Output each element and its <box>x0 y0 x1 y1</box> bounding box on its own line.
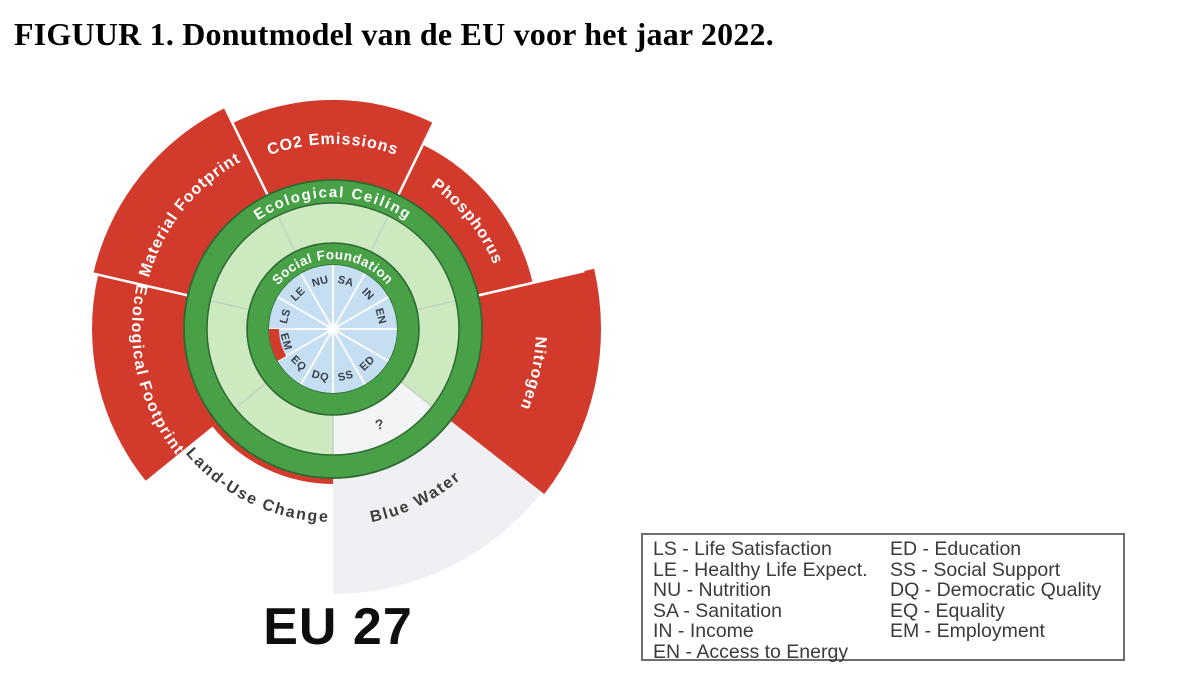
divider-phosphorus-nitrogen <box>475 269 585 298</box>
no-data-question-mark: ? <box>373 416 385 434</box>
sector-line <box>210 300 250 311</box>
region-label: EU 27 <box>263 598 413 656</box>
code-SS: SS <box>337 369 355 385</box>
ecological-wedges <box>92 99 601 594</box>
legend-item: EQ - Equality <box>890 599 1005 622</box>
legend-item: SA - Sanitation <box>653 599 782 622</box>
code-EM: EM <box>278 332 294 352</box>
figure-title: FIGUUR 1. Donutmodel van de EU voor het … <box>14 16 774 52</box>
wedge-phosphorus <box>398 144 533 296</box>
sector-line <box>234 382 267 409</box>
legend-item: IN - Income <box>653 620 754 642</box>
social-foundation-ring <box>247 243 419 415</box>
ecological-ceiling-ring <box>184 180 482 478</box>
wedge-blue-water <box>333 420 542 594</box>
code-SA: SA <box>336 274 355 290</box>
light-ring-sector-lines <box>210 215 456 455</box>
sector-line <box>370 215 389 253</box>
wedge-ecological-footprint <box>92 274 218 481</box>
legend-item: EN - Access to Energy <box>653 640 849 663</box>
code-EN: EN <box>372 307 388 326</box>
divider-ecofoot-material <box>89 271 191 298</box>
divider-material-co2 <box>223 105 270 198</box>
ceiling-ring-inner-outline <box>206 202 460 456</box>
legend-item: SS - Social Support <box>890 558 1061 581</box>
legend-item: LE - Healthy Life Expect. <box>653 558 868 581</box>
center-dot <box>329 325 337 333</box>
unknown-data-sector <box>333 382 433 455</box>
wedge-nitrogen <box>450 268 601 495</box>
legend-item: ED - Education <box>890 538 1022 560</box>
sector-line <box>400 381 433 408</box>
divider-co2-phosphorus <box>396 105 443 198</box>
code-DQ: DQ <box>310 368 330 384</box>
wedge-dividers <box>89 105 585 298</box>
code-LS: LS <box>278 308 293 325</box>
wedge-material-footprint <box>93 107 268 296</box>
legend-item: LS - Life Satisfaction <box>653 538 832 560</box>
legend-column-2: ED - Education SS - Social Support DQ - … <box>890 539 1123 659</box>
foundation-ring-outer-outline <box>246 242 420 416</box>
legend-item: NU - Nutrition <box>653 579 772 601</box>
legend-item: EM - Employment <box>890 620 1045 642</box>
ceiling-ring-outer-outline <box>183 179 483 479</box>
code-NU: NU <box>311 274 330 290</box>
legend-column-1: LS - Life Satisfaction LE - Healthy Life… <box>653 538 890 662</box>
sector-line <box>416 300 456 311</box>
sector-line <box>277 215 296 253</box>
legend-box: LS - Life Satisfaction LE - Healthy Life… <box>641 533 1125 662</box>
legend-item: DQ - Democratic Quality <box>890 579 1102 601</box>
employment-shortfall-marker <box>269 329 287 361</box>
wedge-co2-emissions <box>232 99 434 195</box>
